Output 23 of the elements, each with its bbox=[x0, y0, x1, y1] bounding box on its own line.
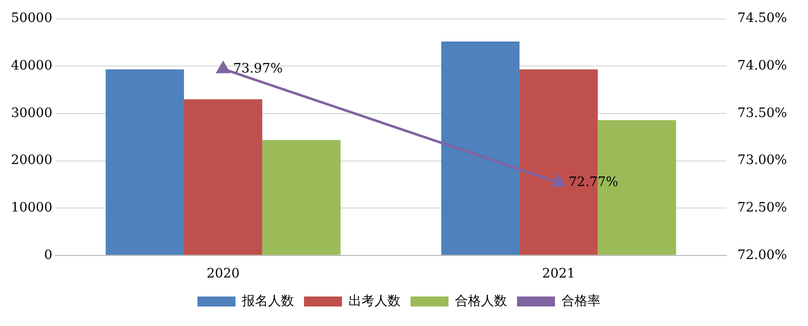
legend-label: 合格人数 bbox=[455, 294, 507, 309]
y-tick-label: 20000 bbox=[10, 153, 52, 168]
data-label: 73.97% bbox=[233, 61, 283, 76]
y-tick-label: 40000 bbox=[10, 58, 52, 74]
bar bbox=[441, 42, 520, 255]
y2-tick-label: 74.00% bbox=[737, 58, 788, 74]
bar bbox=[184, 99, 262, 255]
y2-tick-label: 72.00% bbox=[737, 248, 788, 263]
y-tick-label: 50000 bbox=[10, 11, 52, 26]
bar bbox=[262, 140, 341, 255]
y-tick-label: 0 bbox=[44, 248, 52, 263]
legend-label: 报名人数 bbox=[241, 294, 294, 309]
legend-label: 合格率 bbox=[562, 292, 600, 309]
y2-tick-label: 74.50% bbox=[737, 11, 788, 26]
x-tick-label: 2021 bbox=[542, 266, 576, 282]
y2-tick-label: 72.50% bbox=[737, 200, 788, 216]
legend-label: 出考人数 bbox=[348, 294, 400, 309]
y-tick-label: 30000 bbox=[10, 106, 52, 121]
x-tick-label: 2020 bbox=[206, 266, 240, 282]
bar bbox=[106, 69, 184, 255]
y-tick-label: 10000 bbox=[10, 200, 52, 216]
y2-tick-label: 73.00% bbox=[737, 153, 788, 168]
y2-tick-label: 73.50% bbox=[737, 106, 788, 121]
